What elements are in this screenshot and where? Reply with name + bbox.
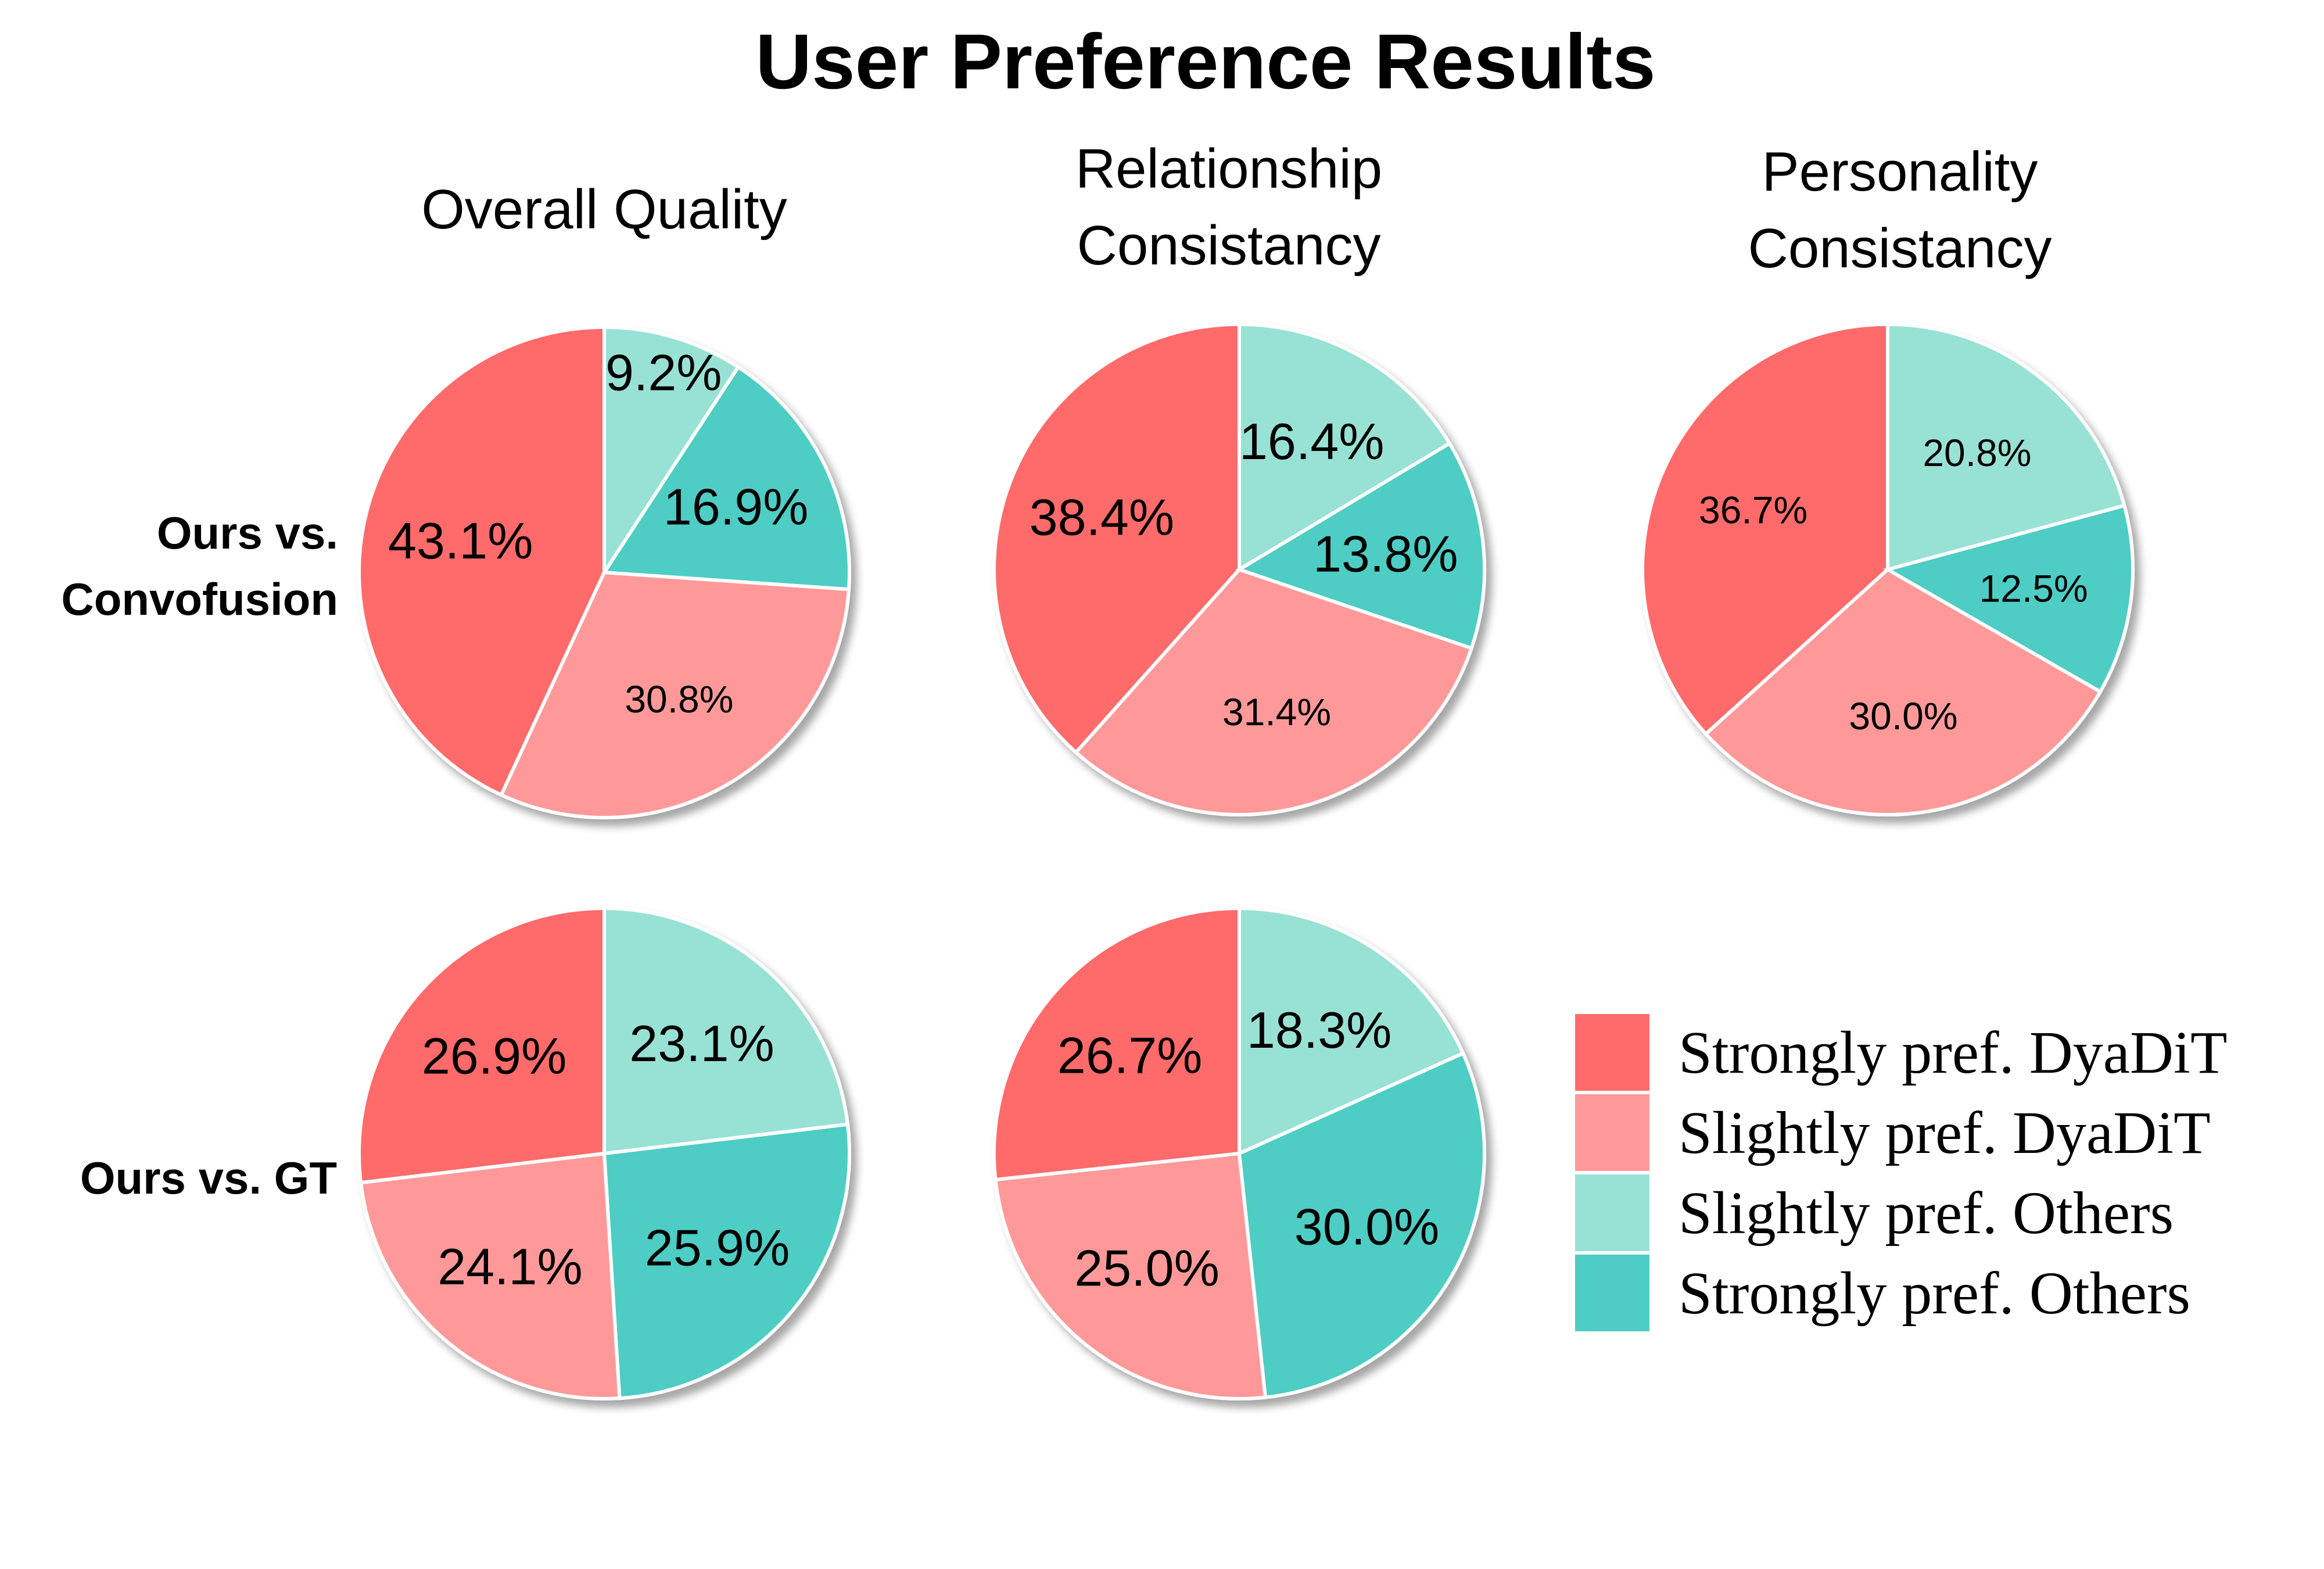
legend-swatch bbox=[1575, 1014, 1649, 1091]
column-title-relationship: Relationship Consistancy bbox=[1075, 138, 1383, 277]
pie-slice bbox=[602, 1122, 852, 1400]
pie-chart bbox=[357, 906, 852, 1400]
legend-item-strongly-dyadit: Strongly pref. DyaDiT bbox=[1575, 1012, 2227, 1092]
slice-label: 16.4% bbox=[1239, 413, 1385, 470]
pie-slice bbox=[1703, 567, 2103, 816]
chart-title: User Preference Results bbox=[755, 19, 1656, 105]
pie-slice bbox=[1238, 322, 1452, 573]
row-label-convofusion: Ours vs. Convofusion bbox=[61, 507, 338, 625]
pie-chart bbox=[992, 322, 1486, 817]
pie-slice bbox=[1883, 503, 2135, 694]
pie-slice bbox=[358, 1151, 622, 1400]
slice-label: 25.9% bbox=[645, 1219, 790, 1277]
pie-slice bbox=[1886, 322, 2127, 572]
slice-label: 26.7% bbox=[1057, 1026, 1203, 1084]
pie-slice bbox=[1238, 906, 1466, 1156]
legend-item-strongly-others: Strongly pref. Others bbox=[1575, 1253, 2227, 1333]
slice-label: 9.2% bbox=[605, 344, 722, 402]
slice-label: 30.8% bbox=[625, 678, 733, 721]
pie-chart bbox=[992, 906, 1486, 1400]
slice-label: 43.1% bbox=[388, 512, 533, 569]
legend-swatch bbox=[1575, 1255, 1649, 1331]
pie-slice bbox=[1073, 567, 1474, 817]
slice-label: 36.7% bbox=[1699, 488, 1807, 531]
slice-label: 12.5% bbox=[1979, 567, 2088, 610]
legend-item-slightly-others: Slightly pref. Others bbox=[1575, 1173, 2227, 1253]
pie-slice bbox=[357, 325, 606, 797]
legend-swatch bbox=[1575, 1094, 1649, 1171]
pie-slice bbox=[992, 906, 1241, 1182]
pie-chart bbox=[357, 325, 851, 819]
slice-label: 23.1% bbox=[629, 1015, 774, 1072]
pie-slice bbox=[498, 570, 851, 819]
legend-swatch bbox=[1575, 1174, 1649, 1251]
pie-slice bbox=[602, 906, 850, 1156]
column-title-overall-quality: Overall Quality bbox=[421, 178, 787, 241]
column-title-personality: Personality Consistancy bbox=[1748, 141, 2052, 280]
slice-label: 30.0% bbox=[1294, 1198, 1440, 1256]
pie-slice bbox=[1641, 322, 1889, 737]
legend: Strongly pref. DyaDiT Slightly pref. Dya… bbox=[1575, 1012, 2227, 1333]
legend-label: Strongly pref. DyaDiT bbox=[1679, 1019, 2228, 1086]
row-label-gt: Ours vs. GT bbox=[80, 1152, 337, 1203]
slice-label: 18.3% bbox=[1247, 1001, 1392, 1059]
pie-slice bbox=[1237, 1051, 1486, 1399]
slice-label: 20.8% bbox=[1923, 431, 2031, 474]
pie-slice bbox=[602, 325, 741, 579]
slice-label: 30.0% bbox=[1849, 694, 1957, 737]
pie-slice bbox=[601, 364, 851, 592]
slice-label: 26.9% bbox=[422, 1027, 567, 1084]
pie-slice bbox=[1235, 440, 1486, 651]
pie-slice bbox=[992, 322, 1241, 755]
legend-label: Slightly pref. Others bbox=[1679, 1179, 2174, 1246]
legend-label: Slightly pref. DyaDiT bbox=[1679, 1099, 2211, 1166]
legend-label: Strongly pref. Others bbox=[1679, 1259, 2190, 1327]
slice-label: 31.4% bbox=[1222, 690, 1331, 733]
slice-label: 13.8% bbox=[1313, 525, 1458, 583]
pie-chart bbox=[1641, 322, 2135, 816]
pie-slice bbox=[357, 906, 606, 1185]
slice-label: 38.4% bbox=[1030, 488, 1175, 546]
legend-item-slightly-dyadit: Slightly pref. DyaDiT bbox=[1575, 1092, 2227, 1173]
slice-label: 24.1% bbox=[437, 1238, 583, 1295]
pie-slice bbox=[994, 1151, 1268, 1400]
slice-label: 25.0% bbox=[1074, 1240, 1220, 1297]
slice-label: 16.9% bbox=[664, 478, 809, 536]
